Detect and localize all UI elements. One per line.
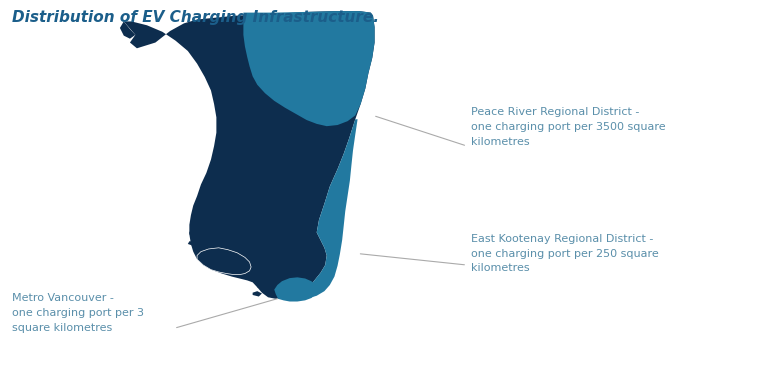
Polygon shape xyxy=(283,119,357,300)
Polygon shape xyxy=(188,241,197,246)
Polygon shape xyxy=(275,277,317,301)
Polygon shape xyxy=(190,231,199,236)
Text: Distribution of EV Charging Infrastructure.: Distribution of EV Charging Infrastructu… xyxy=(12,10,379,25)
Polygon shape xyxy=(265,289,275,294)
Polygon shape xyxy=(196,201,205,206)
Text: Metro Vancouver -
one charging port per 3
square kilometres: Metro Vancouver - one charging port per … xyxy=(12,293,144,333)
Text: East Kootenay Regional District -
one charging port per 250 square
kilometres: East Kootenay Regional District - one ch… xyxy=(471,234,659,273)
Polygon shape xyxy=(243,11,374,126)
Polygon shape xyxy=(191,222,200,227)
Polygon shape xyxy=(197,248,251,275)
Polygon shape xyxy=(124,11,374,299)
Text: Peace River Regional District -
one charging port per 3500 square
kilometres: Peace River Regional District - one char… xyxy=(471,107,665,147)
Polygon shape xyxy=(257,283,267,289)
Polygon shape xyxy=(193,211,201,216)
Polygon shape xyxy=(253,291,262,296)
Polygon shape xyxy=(120,22,136,39)
